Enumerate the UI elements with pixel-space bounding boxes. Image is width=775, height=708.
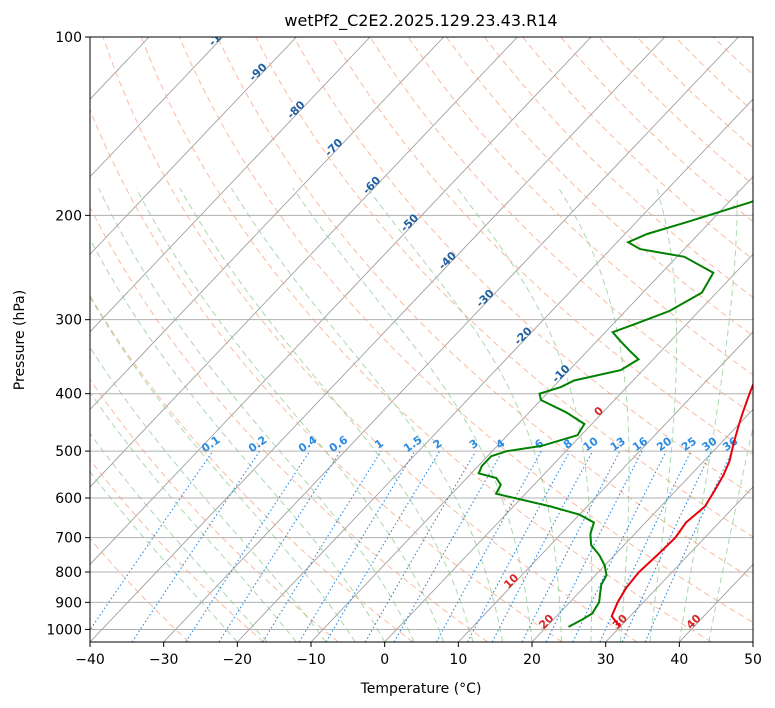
dry-adiabat-line	[90, 459, 264, 642]
isotherm-line	[605, 486, 753, 642]
isotherm-line	[458, 331, 753, 642]
x-tick-label: −20	[223, 652, 253, 668]
dry-adiabat-line	[140, 37, 712, 642]
y-tick-label: 1000	[46, 622, 82, 638]
x-tick-label: 50	[744, 652, 762, 668]
moist-adiabat-line	[90, 432, 268, 642]
isotherm-line	[237, 98, 753, 642]
x-tick-label: 30	[597, 652, 615, 668]
x-tick-label: −10	[296, 652, 326, 668]
moist-adiabat-line	[292, 187, 533, 642]
dry-adiabat-line	[90, 205, 488, 642]
y-tick-label: 900	[55, 595, 82, 611]
moist-adiabat-line	[90, 470, 238, 642]
x-tick-label: 40	[670, 652, 688, 668]
sounding-profiles	[477, 200, 753, 628]
dry-adiabat-line	[217, 37, 753, 580]
moist-adiabat-line	[649, 188, 678, 642]
mixing-ratio-line	[435, 450, 542, 642]
y-tick-label: 700	[55, 531, 82, 547]
y-tick-label: 800	[55, 565, 82, 581]
moist-adiabat-line	[179, 187, 474, 642]
x-axis-label: Temperature (°C)	[360, 681, 482, 697]
dry-adiabat-line	[90, 537, 190, 642]
isotherm-line	[384, 253, 753, 642]
isotherm-line	[90, 37, 518, 488]
moist-adiabat-line	[678, 188, 738, 642]
x-tick-label: 10	[449, 652, 467, 668]
y-tick-label: 500	[55, 444, 82, 460]
mixing-ratio-line	[262, 450, 382, 642]
isotherm-label: -100	[206, 20, 235, 49]
mixing-ratio-line	[298, 450, 416, 642]
dry-adiabat-line	[293, 37, 753, 496]
background-lines	[90, 37, 753, 642]
y-tick-label: 100	[55, 30, 82, 46]
moist-adiabat-line	[708, 424, 753, 642]
isotherm-line	[90, 37, 666, 642]
mixing-ratio-line	[393, 450, 503, 642]
moist-adiabat-line	[90, 295, 356, 642]
dry-adiabat-line	[102, 37, 638, 642]
isotherm-line	[163, 37, 739, 642]
dry-adiabat-line	[331, 37, 753, 456]
mixing-ratio-line	[218, 450, 341, 642]
isotherm-line	[90, 37, 371, 333]
y-tick-label: 600	[55, 491, 82, 507]
mixing-ratio-line	[185, 450, 311, 642]
mixing-ratio-line	[467, 450, 571, 642]
moist-adiabat-line	[98, 187, 415, 642]
y-tick-label: 400	[55, 387, 82, 403]
moist-adiabat-line	[135, 187, 445, 642]
x-tick-label: −40	[75, 652, 105, 668]
mixing-ratio-line	[545, 450, 643, 642]
dry-adiabat-line	[178, 37, 753, 623]
moist-adiabat-line	[90, 391, 297, 642]
dry-adiabat-line	[90, 108, 563, 642]
x-tick-label: 20	[523, 652, 541, 668]
y-tick-label: 300	[55, 313, 82, 329]
x-tick-label: −30	[149, 652, 179, 668]
moist-adiabat-line	[230, 187, 503, 642]
mixing-ratio-line	[572, 450, 667, 642]
dewpoint-profile-line	[477, 200, 753, 628]
isotherm-line	[90, 37, 224, 178]
x-tick-label: 0	[380, 652, 389, 668]
dry-adiabat-line	[90, 294, 414, 642]
dry-adiabat-line	[369, 37, 753, 415]
axis-ticks: −40 −30 −20 −10 0 10 20 30 40 50 100 200 300 400 500 60…	[46, 30, 762, 668]
dry-adiabat-line	[407, 37, 753, 376]
isotherm-line	[90, 37, 445, 411]
y-axis-label: Pressure (hPa)	[12, 290, 28, 390]
mixing-ratio-line	[131, 450, 261, 642]
dry-adiabat-line	[255, 37, 753, 538]
chart-title: wetPf2_C2E2.2025.129.23.43.R14	[284, 11, 557, 31]
temperature-profile-line	[610, 382, 753, 628]
mixing-ratio-line	[644, 450, 733, 642]
moist-adiabat-line	[90, 237, 386, 642]
plot-frame	[89, 36, 754, 643]
y-tick-label: 200	[55, 208, 82, 224]
mixing-ratio-line	[90, 450, 214, 631]
isotherm-line	[90, 37, 297, 255]
isotherm-line	[531, 408, 753, 642]
isotherm-line	[90, 37, 592, 566]
